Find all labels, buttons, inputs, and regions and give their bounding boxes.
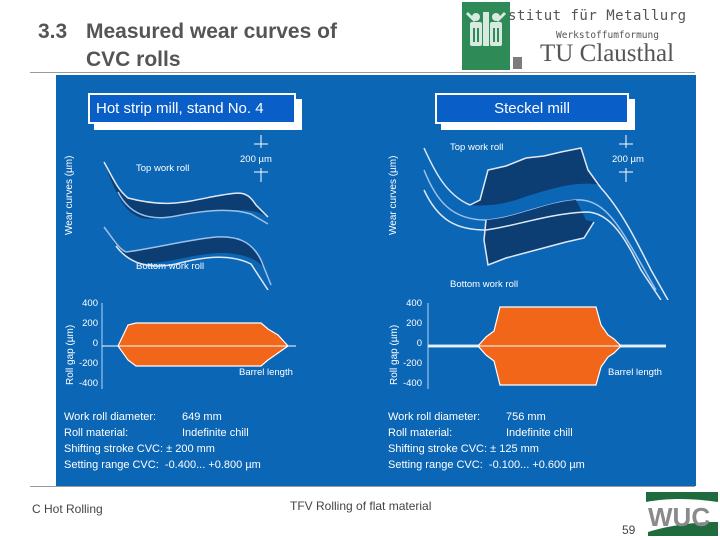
right-barrel-label: Barrel length — [608, 367, 662, 378]
right-gap-tick-neg200: -200 — [402, 358, 422, 369]
spec-row: Setting range CVC: -0.100... +0.600 µm — [388, 459, 585, 471]
slide-title: 3.3 Measured wear curves of CVC rolls — [38, 18, 337, 74]
header-divider — [30, 72, 695, 73]
left-barrel-label: Barrel length — [239, 367, 293, 378]
left-gap-tick-neg400: -400 — [78, 378, 98, 389]
title-line-1: Measured wear curves of — [86, 20, 337, 43]
spec-row: Work roll diameter: 649 mm — [64, 411, 222, 423]
footer-course: TFV Rolling of flat material — [290, 499, 432, 513]
right-gap-tick-0: 0 — [416, 338, 422, 349]
left-scale-label: 200 µm — [240, 154, 272, 165]
left-gap-tick-0: 0 — [92, 338, 98, 349]
left-roll-gap-plot — [101, 303, 296, 389]
right-header: Steckel mill — [435, 93, 629, 124]
title-line-2: CVC rolls — [86, 48, 181, 71]
left-specs: Work roll diameter: 649 mm Roll material:… — [64, 409, 261, 473]
svg-text:WUC: WUC — [648, 502, 710, 532]
university-crest-logo — [462, 2, 510, 70]
right-scale-label: 200 µm — [612, 154, 644, 165]
left-top-roll-label: Top work roll — [136, 163, 190, 174]
right-wear-curves-plot — [423, 135, 669, 300]
right-roll-gap-plot — [427, 303, 666, 389]
logo-grey-square — [513, 57, 522, 69]
spec-row: Setting range CVC: -0.400... +0.800 µm — [64, 459, 261, 471]
spec-row: Work roll diameter: 756 mm — [388, 411, 546, 423]
right-gap-tick-neg400: -400 — [402, 378, 422, 389]
spec-row: Roll material: Indefinite chill — [388, 427, 573, 439]
institute-name: stitut für Metallurg — [508, 8, 687, 24]
university-name: TU Clausthal — [540, 40, 675, 67]
right-bottom-roll-label: Bottom work roll — [450, 279, 519, 290]
wuc-logo-icon: WUC — [646, 492, 718, 536]
spec-row: Shifting stroke CVC: ± 125 mm — [388, 443, 539, 455]
right-gap-tick-200: 200 — [406, 318, 422, 329]
footer-chapter: C Hot Rolling — [32, 502, 103, 516]
institute-department: Werkstoffumformung — [556, 30, 659, 41]
left-bottom-roll-label: Bottom work roll — [136, 261, 205, 272]
right-gap-tick-400: 400 — [406, 298, 422, 309]
left-gap-tick-400: 400 — [82, 298, 98, 309]
right-top-roll-label: Top work roll — [450, 142, 504, 153]
left-wear-curves-plot — [103, 135, 272, 290]
footer-divider — [30, 486, 695, 487]
right-specs: Work roll diameter: 756 mm Roll material:… — [388, 409, 585, 473]
left-header: Hot strip mill, stand No. 4 — [88, 93, 296, 124]
page-number: 59 — [622, 523, 636, 537]
crest-icon — [466, 12, 506, 46]
spec-row: Shifting stroke CVC: ± 200 mm — [64, 443, 215, 455]
figure-panel: Hot strip mill, stand No. 4 Wear curves … — [56, 75, 696, 486]
left-gap-tick-200: 200 — [82, 318, 98, 329]
left-gap-tick-neg200: -200 — [78, 358, 98, 369]
spec-row: Roll material: Indefinite chill — [64, 427, 249, 439]
section-number: 3.3 — [38, 20, 68, 43]
